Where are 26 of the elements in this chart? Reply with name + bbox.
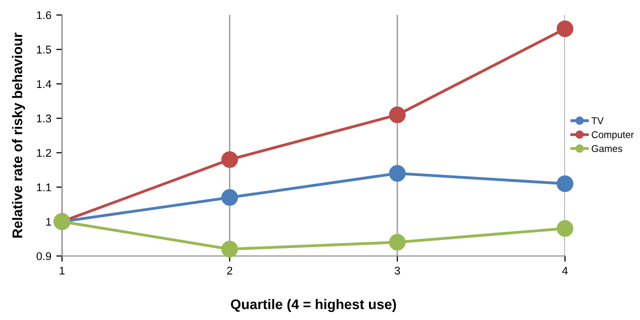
point [556,175,574,192]
legend-label: TV [591,117,604,124]
y-tick-label: 1.3 [36,114,52,122]
y-tick-label: 1 [46,218,52,226]
point [389,234,406,251]
x-tick-label: 2 [227,266,232,274]
y-tick-label: 1.6 [36,11,52,20]
y-tick-label: 0.9 [36,252,52,260]
legend-label: Computer [592,131,634,140]
point [389,106,406,124]
point [221,240,238,258]
x-tick-label: 1 [60,266,65,274]
y-tick-label: 1.5 [36,46,52,54]
x-tick-label: 4 [562,266,568,274]
point [556,20,574,38]
x-axis-title: Quartile (4 = highest use) [230,298,396,312]
y-tick-label: 1.2 [36,148,52,157]
point [556,220,574,237]
x-tick-label: 3 [394,266,400,275]
point [389,165,406,182]
point [221,189,238,206]
legend-label: Games [592,145,622,152]
y-axis-title: Relative rate of risky behaviour [12,32,26,238]
y-tick-label: 1.1 [36,184,52,192]
point [221,151,238,168]
y-tick-label: 1.4 [36,80,52,88]
